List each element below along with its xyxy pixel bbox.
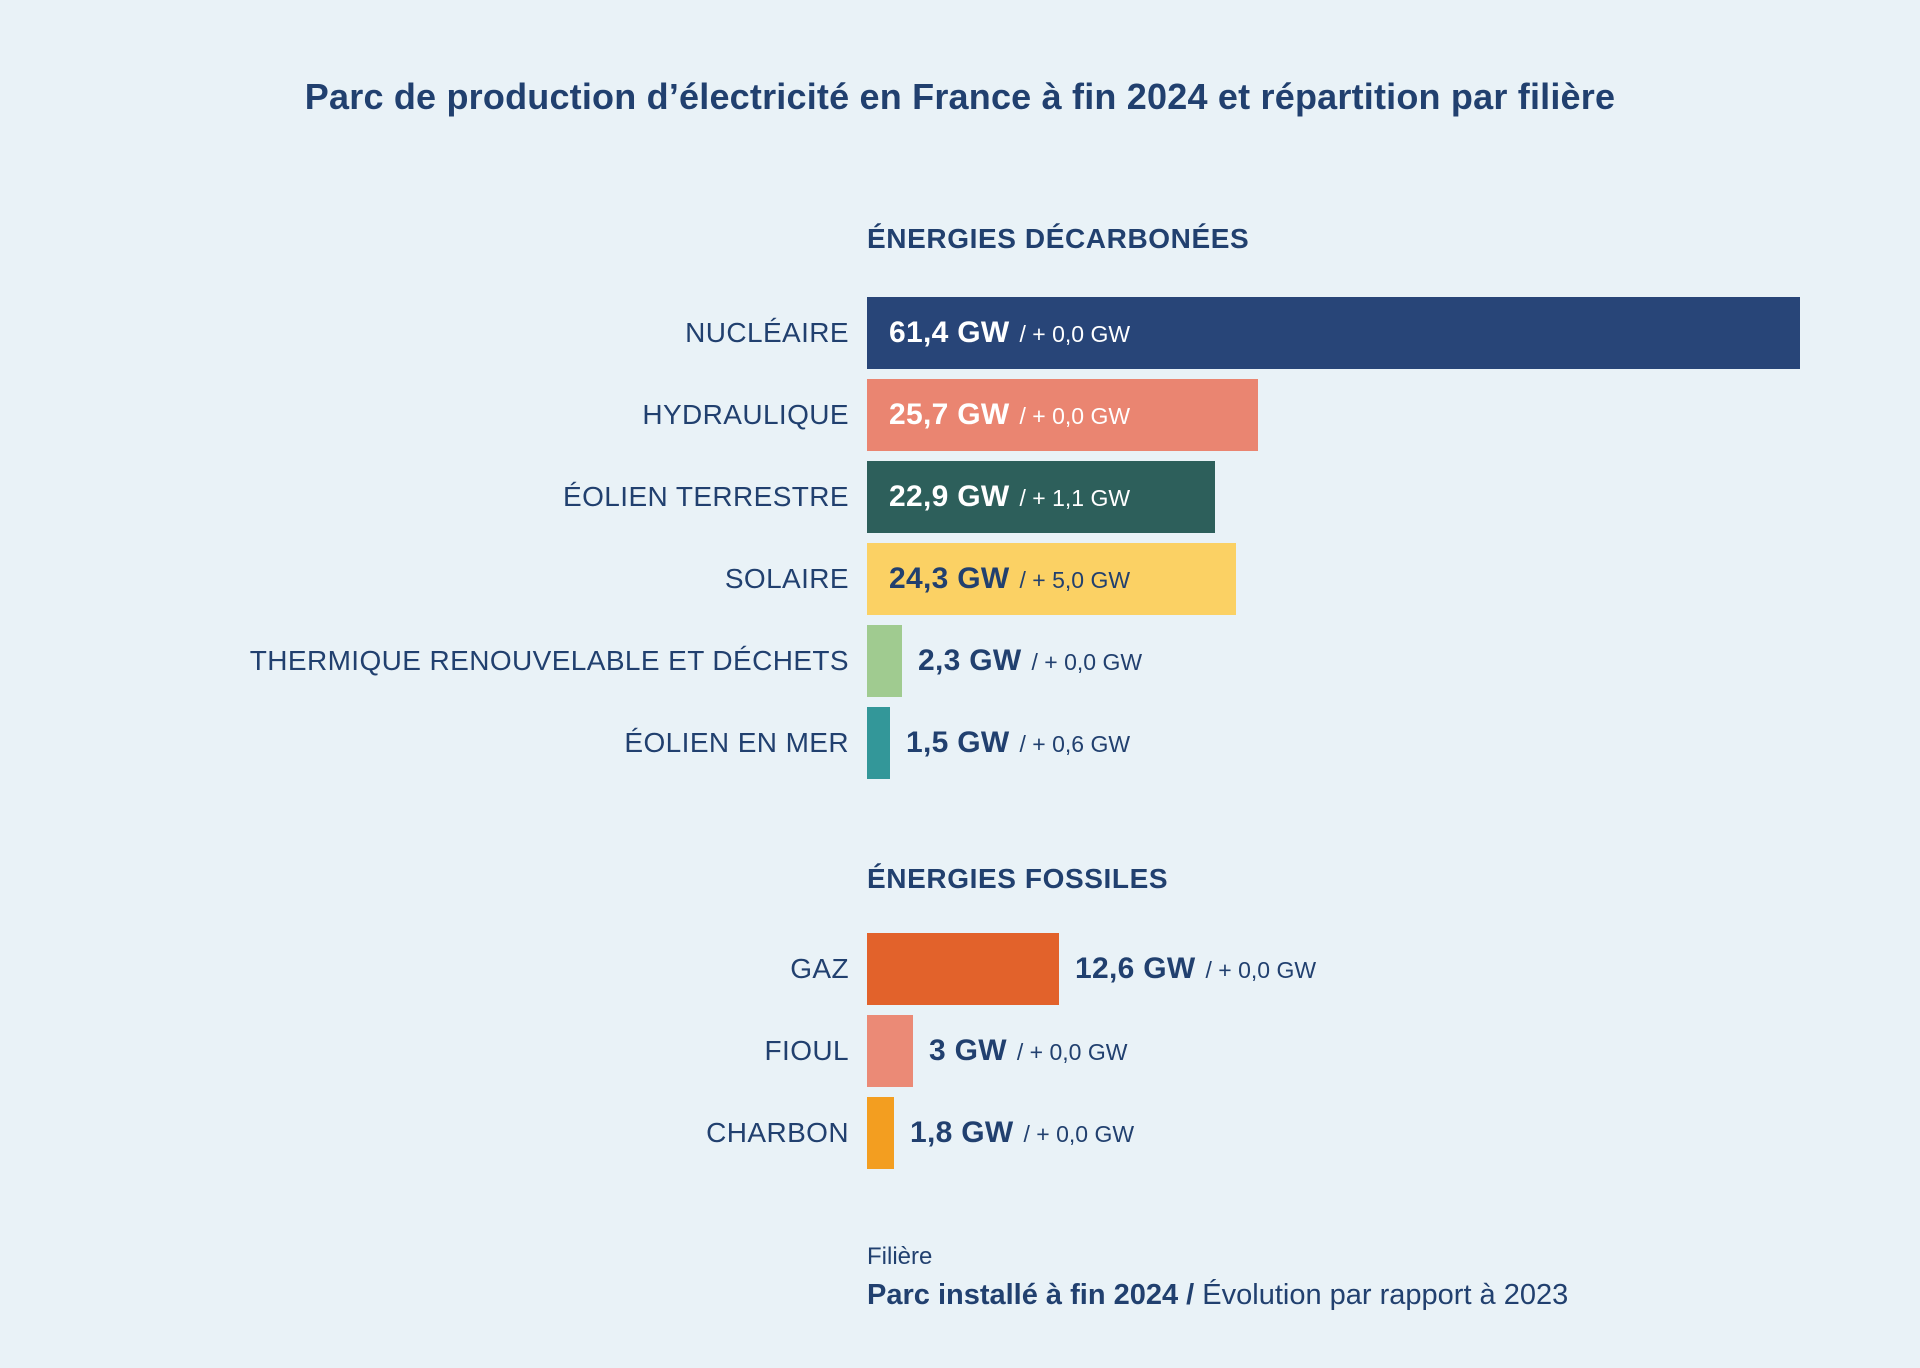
bar-label: HYDRAULIQUE <box>642 399 849 430</box>
bar-value: 22,9 GW <box>889 480 1010 513</box>
page-title: Parc de production d’électricité en Fran… <box>304 76 1616 117</box>
bar-row: ÉOLIEN EN MER 1,5 GW / + 0,6 GW <box>0 707 1920 779</box>
bar-area: 61,4 GW / + 0,0 GW <box>867 297 1800 369</box>
bar-delta: / + 0,6 GW <box>1019 731 1131 757</box>
bar <box>867 933 1059 1005</box>
section-header-decarbonized: ÉNERGIES DÉCARBONÉES <box>867 223 1250 254</box>
bar-row: SOLAIRE 24,3 GW / + 5,0 GW <box>0 543 1920 615</box>
section-header-fossil: ÉNERGIES FOSSILES <box>867 863 1169 894</box>
bar-delta: / + 5,0 GW <box>1019 567 1131 593</box>
bar-value-group: 3 GW / + 0,0 GW <box>929 1034 1127 1068</box>
bar-row: NUCLÉAIRE 61,4 GW / + 0,0 GW <box>0 297 1920 369</box>
bar-value-group: 2,3 GW / + 0,0 GW <box>918 644 1142 678</box>
legend-axis-label: Filière <box>867 1243 933 1270</box>
bar <box>867 1015 913 1087</box>
legend-reading-key: Parc installé à fin 2024 / Évolution par… <box>867 1279 1568 1312</box>
bar-row: HYDRAULIQUE 25,7 GW / + 0,0 GW <box>0 379 1920 451</box>
bar-label: THERMIQUE RENOUVELABLE ET DÉCHETS <box>249 645 849 676</box>
bar-value: 1,8 GW <box>910 1116 1014 1149</box>
bar-row: CHARBON 1,8 GW / + 0,0 GW <box>0 1097 1920 1169</box>
bar-rows-fossil: GAZ 12,6 GW / + 0,0 GW FIOUL 3 GW / + 0,0 GW C… <box>0 933 1920 1169</box>
bar-row: GAZ 12,6 GW / + 0,0 GW <box>0 933 1920 1005</box>
bar-label: FIOUL <box>764 1035 849 1066</box>
bar-value: 3 GW <box>929 1034 1007 1067</box>
bar-label: SOLAIRE <box>724 563 849 594</box>
bar-label: ÉOLIEN EN MER <box>624 727 849 758</box>
bar: 25,7 GW / + 0,0 GW <box>867 379 1258 451</box>
bar-delta: / + 1,1 GW <box>1019 485 1131 511</box>
bar-rows-decarbonized: NUCLÉAIRE 61,4 GW / + 0,0 GW HYDRAULIQUE 25,… <box>0 297 1920 779</box>
bar-area: 1,5 GW / + 0,6 GW <box>867 707 1130 779</box>
bar-value-group: 22,9 GW / + 1,1 GW <box>867 480 1130 514</box>
bar-value-group: 25,7 GW / + 0,0 GW <box>867 398 1130 432</box>
bar-area: 25,7 GW / + 0,0 GW <box>867 379 1258 451</box>
bar-row: THERMIQUE RENOUVELABLE ET DÉCHETS 2,3 GW /… <box>0 625 1920 697</box>
bar-value: 25,7 GW <box>889 398 1010 431</box>
bar-delta: / + 0,0 GW <box>1205 957 1317 983</box>
bar-area: 24,3 GW / + 5,0 GW <box>867 543 1236 615</box>
bar-row: ÉOLIEN TERRESTRE 22,9 GW / + 1,1 GW <box>0 461 1920 533</box>
bar-delta: / + 0,0 GW <box>1031 649 1143 675</box>
section-fossil-energies: ÉNERGIES FOSSILES GAZ 12,6 GW / + 0,0 GW FI… <box>0 862 1920 1179</box>
bar <box>867 625 902 697</box>
bar-area: 22,9 GW / + 1,1 GW <box>867 461 1215 533</box>
bar: 22,9 GW / + 1,1 GW <box>867 461 1215 533</box>
bar-area: 1,8 GW / + 0,0 GW <box>867 1097 1134 1169</box>
legend-key-regular: Évolution par rapport à 2023 <box>1194 1279 1569 1311</box>
bar-value-group: 61,4 GW / + 0,0 GW <box>867 316 1130 350</box>
bar-delta: / + 0,0 GW <box>1019 321 1131 347</box>
bar: 24,3 GW / + 5,0 GW <box>867 543 1236 615</box>
bar-label: CHARBON <box>706 1117 849 1148</box>
bar-value: 24,3 GW <box>889 562 1010 595</box>
bar-value: 61,4 GW <box>889 316 1010 349</box>
chart-legend: Filière Parc installé à fin 2024 / Évolu… <box>867 1243 1568 1312</box>
legend-key-bold: Parc installé à fin 2024 / <box>867 1279 1195 1311</box>
bar-row: FIOUL 3 GW / + 0,0 GW <box>0 1015 1920 1087</box>
bar <box>867 1097 894 1169</box>
bar-value: 1,5 GW <box>906 726 1010 759</box>
bar-value: 2,3 GW <box>918 644 1022 677</box>
bar-label: NUCLÉAIRE <box>685 317 849 348</box>
bar-value-group: 24,3 GW / + 5,0 GW <box>867 562 1130 596</box>
section-decarbonized-energies: ÉNERGIES DÉCARBONÉES NUCLÉAIRE 61,4 GW / +… <box>0 222 1920 789</box>
bar-area: 2,3 GW / + 0,0 GW <box>867 625 1142 697</box>
bar-delta: / + 0,0 GW <box>1016 1039 1128 1065</box>
bar-delta: / + 0,0 GW <box>1019 403 1131 429</box>
bar-value: 12,6 GW <box>1075 952 1196 985</box>
bar-value-group: 1,8 GW / + 0,0 GW <box>910 1116 1134 1150</box>
bar: 61,4 GW / + 0,0 GW <box>867 297 1800 369</box>
bar-delta: / + 0,0 GW <box>1023 1121 1135 1147</box>
bar-label: ÉOLIEN TERRESTRE <box>563 481 849 512</box>
bar-value-group: 12,6 GW / + 0,0 GW <box>1075 952 1316 986</box>
bar-area: 3 GW / + 0,0 GW <box>867 1015 1127 1087</box>
bar <box>867 707 890 779</box>
bar-value-group: 1,5 GW / + 0,6 GW <box>906 726 1130 760</box>
bar-label: GAZ <box>790 953 849 984</box>
bar-area: 12,6 GW / + 0,0 GW <box>867 933 1316 1005</box>
